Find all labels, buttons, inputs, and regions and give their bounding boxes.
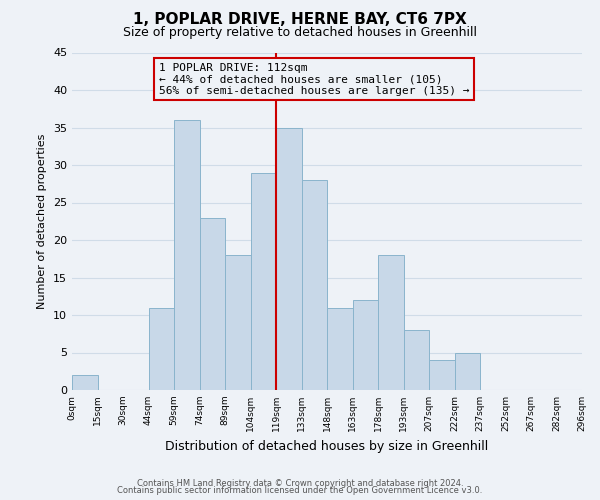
Y-axis label: Number of detached properties: Number of detached properties bbox=[37, 134, 47, 309]
Bar bbox=[149, 308, 174, 390]
Bar bbox=[327, 308, 353, 390]
Bar bbox=[404, 330, 429, 390]
Bar bbox=[174, 120, 199, 390]
Text: Size of property relative to detached houses in Greenhill: Size of property relative to detached ho… bbox=[123, 26, 477, 39]
X-axis label: Distribution of detached houses by size in Greenhill: Distribution of detached houses by size … bbox=[166, 440, 488, 452]
Bar bbox=[225, 255, 251, 390]
Text: Contains HM Land Registry data © Crown copyright and database right 2024.: Contains HM Land Registry data © Crown c… bbox=[137, 478, 463, 488]
Bar bbox=[302, 180, 327, 390]
Bar bbox=[378, 255, 404, 390]
Bar bbox=[353, 300, 378, 390]
Text: Contains public sector information licensed under the Open Government Licence v3: Contains public sector information licen… bbox=[118, 486, 482, 495]
Bar bbox=[276, 128, 302, 390]
Bar bbox=[455, 352, 480, 390]
Text: 1 POPLAR DRIVE: 112sqm
← 44% of detached houses are smaller (105)
56% of semi-de: 1 POPLAR DRIVE: 112sqm ← 44% of detached… bbox=[158, 62, 469, 96]
Text: 1, POPLAR DRIVE, HERNE BAY, CT6 7PX: 1, POPLAR DRIVE, HERNE BAY, CT6 7PX bbox=[133, 12, 467, 28]
Bar bbox=[199, 218, 225, 390]
Bar bbox=[251, 172, 276, 390]
Bar bbox=[72, 375, 97, 390]
Bar bbox=[429, 360, 455, 390]
